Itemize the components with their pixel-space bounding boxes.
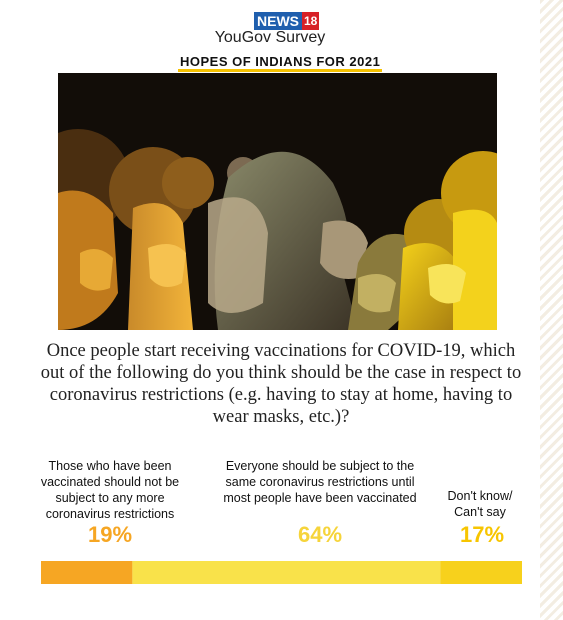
bar-segment-3	[440, 561, 522, 584]
survey-question: Once people start receiving vaccinations…	[40, 341, 522, 427]
hero-illustration	[58, 73, 497, 330]
decorative-stripe	[540, 0, 563, 620]
stacked-bar	[41, 561, 522, 584]
news18-logo: NEWS 18	[254, 12, 320, 30]
option-label-3: Don't know/ Can't say	[447, 489, 513, 519]
logo-number: 18	[302, 12, 320, 30]
logo-text: NEWS	[254, 12, 302, 30]
bar-segment-1	[41, 561, 133, 584]
person-silhouette-1	[58, 129, 130, 330]
data-label-3: 17%	[459, 522, 505, 547]
survey-source: YouGov Survey	[214, 29, 326, 46]
person-silhouette-2	[109, 147, 214, 330]
bar-segment-2	[132, 561, 441, 584]
person-silhouette-3	[208, 151, 368, 330]
page-title: HOPES OF INDIANS FOR 2021	[178, 52, 383, 72]
person-silhouette-5	[398, 151, 497, 330]
data-label-1: 19%	[87, 522, 133, 547]
option-label-2: Everyone should be subject to the same c…	[223, 459, 417, 505]
data-label-2: 64%	[297, 522, 343, 547]
option-label-1: Those who have been vaccinated should no…	[40, 459, 180, 521]
